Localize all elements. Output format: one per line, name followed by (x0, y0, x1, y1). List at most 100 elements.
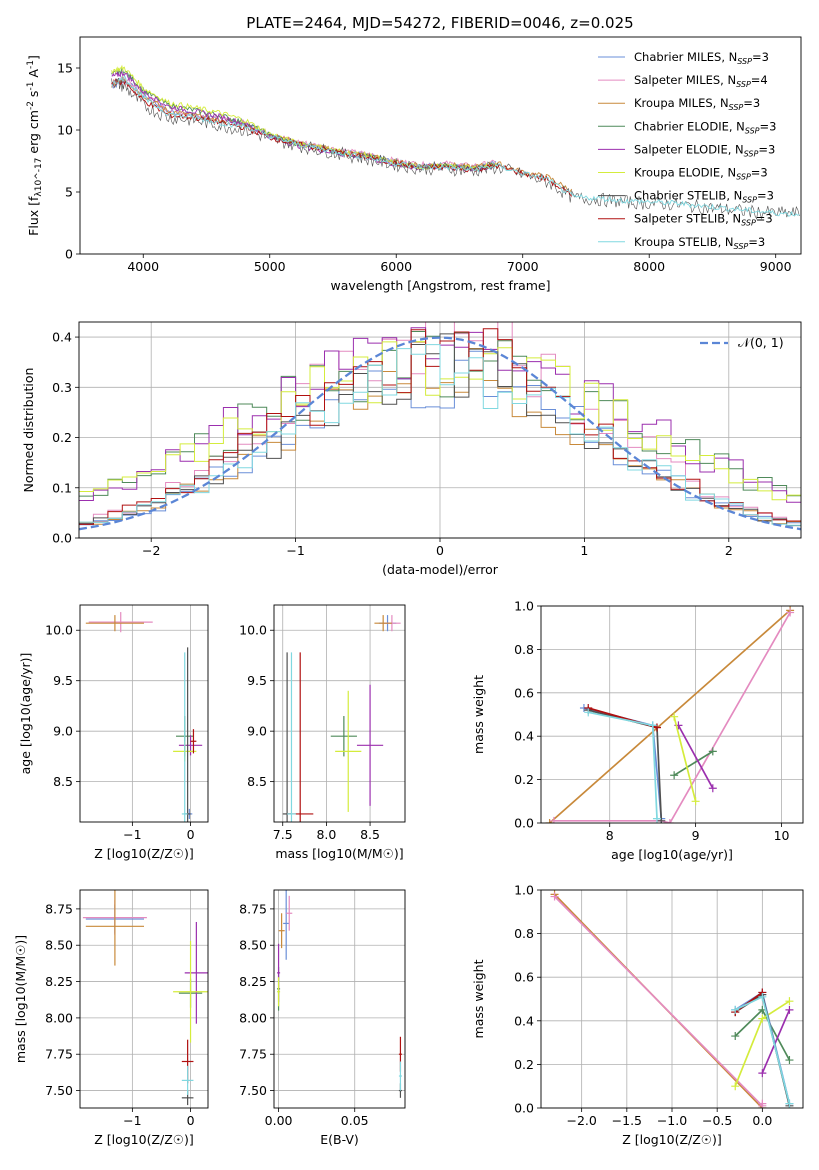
weight-track (549, 609, 791, 823)
weight-track (673, 750, 714, 777)
plot-area (82, 890, 208, 1106)
axes-frame (273, 889, 406, 1109)
y-tick-label: 0.8 (514, 642, 534, 657)
x-axis-label: E(B-V) (320, 1132, 359, 1147)
spectrum-line (111, 75, 573, 193)
x-tick-label: −1 (123, 1113, 141, 1128)
weight-marker (731, 1032, 740, 1041)
x-axis-label: Z [log10(Z/Z☉)] (94, 1132, 194, 1147)
weight-marker (665, 819, 674, 823)
x-axis-label: age [log10(age/yr)] (611, 847, 733, 862)
x-axis-label: mass [log10(M/M☉)] (275, 846, 403, 861)
legend-label: 𝒩(0, 1) (738, 335, 784, 350)
x-tick-label: −2.0 (566, 1113, 596, 1128)
x-tick-label: 9000 (760, 259, 792, 274)
y-tick-label: 7.75 (45, 1047, 73, 1062)
y-tick-label: 8.75 (239, 901, 267, 916)
panel-4: 8 9 10 0.0 0.2 0.4 0.6 0.8 1.0 age [log10(age/yr)… (471, 599, 804, 862)
legend-label: Kroupa ELODIE, NSSP=3 (634, 166, 768, 182)
y-tick-label: 0.4 (52, 330, 72, 345)
weight-marker (670, 771, 679, 780)
y-tick-label: 8.25 (239, 974, 267, 989)
weight-marker (731, 1082, 740, 1091)
legend-label: Chabrier ELODIE, NSSP=3 (634, 119, 776, 135)
y-tick-label: 8.50 (239, 938, 267, 953)
y-tick-label: 9.5 (247, 673, 267, 688)
y-tick-label: 0.4 (514, 729, 534, 744)
weight-marker (708, 747, 717, 756)
y-tick-label: 5 (65, 185, 73, 200)
legend-label: Kroupa MILES, NSSP=3 (634, 96, 760, 112)
weight-track (588, 711, 658, 819)
weight-track (553, 612, 791, 823)
y-axis-label: age [log10(age/yr)] (18, 653, 33, 775)
weight-marker (549, 816, 558, 823)
weight-track (553, 895, 764, 1108)
spectrum-line (111, 77, 497, 171)
legend-label: Salpeter STELIB, NSSP=3 (634, 212, 773, 228)
weight-marker (657, 816, 666, 823)
plot-area (79, 322, 801, 531)
panel-1: −2 −1 0 1 2 0.0 0.1 0.2 0.3 0.4 (data-model)/error… (21, 321, 802, 577)
axes-frame (79, 36, 802, 255)
legend-label: Kroupa STELIB, NSSP=3 (634, 235, 765, 251)
y-tick-label: 0.6 (514, 685, 534, 700)
y-tick-label: 7.50 (45, 1083, 73, 1098)
y-tick-label: 0.2 (52, 430, 72, 445)
y-tick-label: 0.8 (514, 926, 534, 941)
legend-label: Salpeter ELODIE, NSSP=3 (634, 142, 775, 158)
x-tick-label: 0 (436, 543, 444, 558)
y-axis-label: mass [log10(M/M☉)] (13, 935, 28, 1063)
x-tick-label: −1 (286, 543, 304, 558)
histogram-step (79, 344, 801, 526)
y-axis-label: mass weight (471, 675, 486, 754)
axes-frame (540, 889, 804, 1109)
y-tick-label: 0.3 (52, 380, 72, 395)
weight-marker (648, 721, 657, 730)
y-tick-label: 7.50 (239, 1083, 267, 1098)
weight-marker (670, 712, 679, 721)
x-tick-label: 7.5 (273, 827, 293, 842)
weight-marker (584, 708, 593, 717)
spectrum-line (111, 70, 497, 172)
y-tick-label: 1.0 (514, 883, 534, 898)
x-tick-label: 8.5 (360, 827, 380, 842)
legend-label: Salpeter MILES, NSSP=4 (634, 73, 768, 89)
weight-marker (652, 814, 661, 823)
y-axis-label: Flux [fλ10^-17​ erg cm-2​ s-1​ A-1​] (26, 55, 44, 236)
y-tick-label: 9.5 (53, 673, 73, 688)
weight-marker (785, 1099, 794, 1108)
plot-area (545, 606, 795, 823)
y-tick-label: 1.0 (514, 599, 534, 614)
x-tick-label: −2 (142, 543, 160, 558)
weight-marker (652, 723, 661, 732)
weight-marker (550, 892, 559, 901)
y-tick-label: 0.0 (514, 816, 534, 831)
weight-marker (758, 1014, 767, 1023)
y-tick-label: 8.25 (45, 974, 73, 989)
x-tick-label: −1 (123, 827, 141, 842)
weight-marker (785, 1056, 794, 1065)
histogram-step (79, 322, 801, 524)
y-tick-label: 0 (65, 247, 73, 262)
y-tick-label: 10.0 (239, 623, 267, 638)
x-tick-label: 6000 (380, 259, 412, 274)
panel-5: −1 0 7.50 7.75 8.00 8.25 8.50 8.75 Z [log10(Z/Z☉… (13, 889, 209, 1147)
legend-label: Chabrier STELIB, NSSP=3 (634, 189, 774, 205)
y-tick-label: 0.2 (514, 1057, 534, 1072)
weight-marker (758, 1099, 767, 1108)
plot-area (111, 64, 800, 220)
weight-marker (785, 997, 794, 1006)
legend-label: Chabrier MILES, NSSP=3 (634, 50, 769, 66)
x-tick-label: 9 (692, 828, 700, 843)
panel-2: −1 0 8.5 9.0 9.5 10.0 Z [log10(Z/Z☉)] age [log1… (18, 604, 209, 861)
y-axis-label: Normed distribution (21, 368, 36, 493)
plot-area (85, 612, 203, 822)
y-tick-label: 7.75 (239, 1047, 267, 1062)
x-tick-label: 0.05 (341, 1113, 369, 1128)
x-tick-label: −0.5 (702, 1113, 732, 1128)
y-tick-label: 8.75 (45, 901, 73, 916)
panel-0: 4000 5000 6000 7000 8000 9000 0 5 10 15 wavelength… (26, 36, 802, 293)
y-tick-label: 0.0 (514, 1101, 534, 1116)
